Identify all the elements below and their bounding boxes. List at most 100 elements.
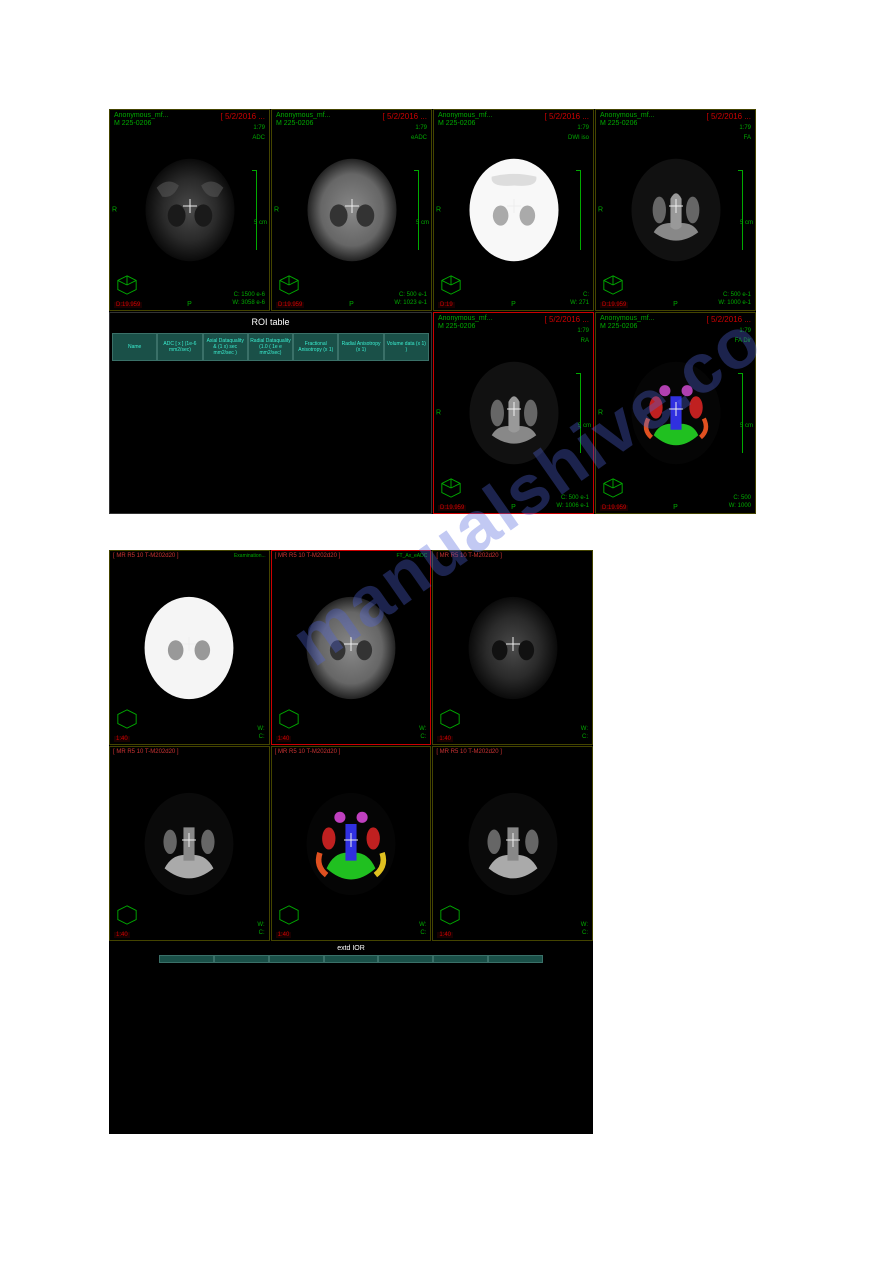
series-label-right: Examination... [234,553,266,559]
orient-r: R [274,207,279,214]
date-label: [ 5/2/2016 ...1:79DWI iso [545,112,589,142]
roi-panel-block2: extd IOR [109,942,593,1134]
wl-label: W:C: [257,922,264,938]
orient-r: R [436,410,441,417]
status-label: D:19.959 [600,505,628,511]
wl-label: W:C: [257,726,264,742]
slice-label: 1:40 [276,736,292,742]
roi-column-header: Fractional Anisotropy (x 1) [293,333,338,361]
status-label: D:19.959 [276,302,304,308]
orientation-cube-icon[interactable] [440,477,462,499]
image-panel-b2-2[interactable]: [ MR R5 10 T-M202d20 ] FT_Ax_eADC 1:40 W… [271,550,432,745]
image-panel-b2-6[interactable]: [ MR R5 10 T-M202d20 ] 1:40 W:C: [432,746,593,941]
orientation-cube-icon[interactable] [116,708,138,730]
orient-p: P [511,301,516,308]
ruler-label: 5 cm [740,423,753,429]
image-panel-adc[interactable]: Anonymous_mf...M 225-0206 [ 5/2/2016 ...… [109,109,270,311]
orientation-cube-icon[interactable] [278,708,300,730]
roi-strip-cell [269,955,324,963]
ruler-label: 5 cm [254,220,267,226]
viewer-block-1: Anonymous_mf...M 225-0206 [ 5/2/2016 ...… [109,109,756,514]
panel-grid-2: [ MR R5 10 T-M202d20 ] Examination... 1:… [109,550,593,1134]
orientation-cube-icon[interactable] [439,708,461,730]
series-label: [ MR R5 10 T-M202d20 ] [436,553,502,559]
viewer-block-2: [ MR R5 10 T-M202d20 ] Examination... 1:… [109,550,593,1132]
orientation-cube-icon[interactable] [278,904,300,926]
brain-image [457,771,568,916]
status-label: D:19.959 [114,302,142,308]
wl-label: W:C: [419,922,426,938]
ruler-label: 5 cm [578,423,591,429]
roi-strip-cell [324,955,379,963]
orientation-cube-icon[interactable] [602,274,624,296]
series-label: [ MR R5 10 T-M202d20 ] [113,553,179,559]
scale-ruler [742,170,743,250]
roi-strip-cell [378,955,433,963]
series-label: [ MR R5 10 T-M202d20 ] [275,553,341,559]
date-label: [ 5/2/2016 ...1:79FA Dir [707,315,751,345]
brain-image [295,771,406,916]
date-label: [ 5/2/2016 ...1:79RA [545,315,589,345]
roi-table[interactable]: Name ADC [ x ] (1e-6 mm2/sec) Axial Data… [112,333,429,361]
brain-image [134,771,245,916]
window-level-label: C: 500 e-1W: 1023 e-1 [394,292,427,308]
image-panel-eadc[interactable]: Anonymous_mf...M 225-0206 [ 5/2/2016 ...… [271,109,432,311]
status-label: D:19.959 [600,302,628,308]
brain-image [620,135,731,285]
brain-image [458,338,569,488]
patient-label: Anonymous_mf...M 225-0206 [438,112,492,129]
orientation-cube-icon[interactable] [278,274,300,296]
orientation-cube-icon[interactable] [116,274,138,296]
date-label: [ 5/2/2016 ...1:79eADC [383,112,427,142]
orientation-cube-icon[interactable] [439,904,461,926]
scale-ruler [742,373,743,453]
roi-column-header: Radial Anisotropy (x 1) [338,333,383,361]
scale-ruler [580,170,581,250]
patient-label: Anonymous_mf...M 225-0206 [600,112,654,129]
image-panel-ra[interactable]: Anonymous_mf...M 225-0206 [ 5/2/2016 ...… [433,312,594,514]
patient-label: Anonymous_mf...M 225-0206 [276,112,330,129]
image-panel-fa[interactable]: Anonymous_mf...M 225-0206 [ 5/2/2016 ...… [595,109,756,311]
ruler-label: 5 cm [740,220,753,226]
roi-column-header: ADC [ x ] (1e-6 mm2/sec) [157,333,202,361]
image-panel-b2-5[interactable]: [ MR R5 10 T-M202d20 ] 1:40 W:C: [271,746,432,941]
patient-label: Anonymous_mf...M 225-0206 [438,315,492,332]
roi-strip-cell [488,955,543,963]
slice-label: 1:40 [114,736,130,742]
orientation-cube-icon[interactable] [440,274,462,296]
brain-image [296,135,407,285]
image-panel-dwi[interactable]: Anonymous_mf...M 225-0206 [ 5/2/2016 ...… [433,109,594,311]
orient-p: P [511,504,516,511]
image-panel-b2-3[interactable]: [ MR R5 10 T-M202d20 ] 1:40 W:C: [432,550,593,745]
brain-image [458,135,569,285]
brain-image [620,338,731,488]
orientation-cube-icon[interactable] [116,904,138,926]
slice-label: 1:40 [276,932,292,938]
scale-ruler [418,170,419,250]
window-level-label: C: 500 e-1W: 1000 e-1 [718,292,751,308]
window-level-label: C: 1500 e-6W: 3058 e-6 [232,292,265,308]
orient-p: P [349,301,354,308]
image-panel-b2-1[interactable]: [ MR R5 10 T-M202d20 ] Examination... 1:… [109,550,270,745]
roi-title-2: extd IOR [109,942,593,955]
patient-label: Anonymous_mf...M 225-0206 [600,315,654,332]
wl-label: W:C: [419,726,426,742]
ruler-label: 5 cm [416,220,429,226]
image-panel-fadir[interactable]: Anonymous_mf...M 225-0206 [ 5/2/2016 ...… [595,312,756,514]
brain-image [134,135,245,285]
orient-p: P [187,301,192,308]
status-label: D:19.959 [438,505,466,511]
slice-label: 1:40 [114,932,130,938]
orient-r: R [598,207,603,214]
brain-image [134,575,245,720]
series-label: [ MR R5 10 T-M202d20 ] [275,749,341,755]
orientation-cube-icon[interactable] [602,477,624,499]
window-level-label: C: 500 e-1W: 1006 e-1 [556,495,589,511]
date-label: [ 5/2/2016 ...1:79FA [707,112,751,142]
patient-label: Anonymous_mf...M 225-0206 [114,112,168,129]
window-level-label: C: 500W: 1000 [729,495,751,511]
roi-strip[interactable] [159,955,543,963]
image-panel-b2-4[interactable]: [ MR R5 10 T-M202d20 ] 1:40 W:C: [109,746,270,941]
slice-label: 1:40 [437,736,453,742]
roi-column-header: Volume data (x 1) ) [384,333,429,361]
